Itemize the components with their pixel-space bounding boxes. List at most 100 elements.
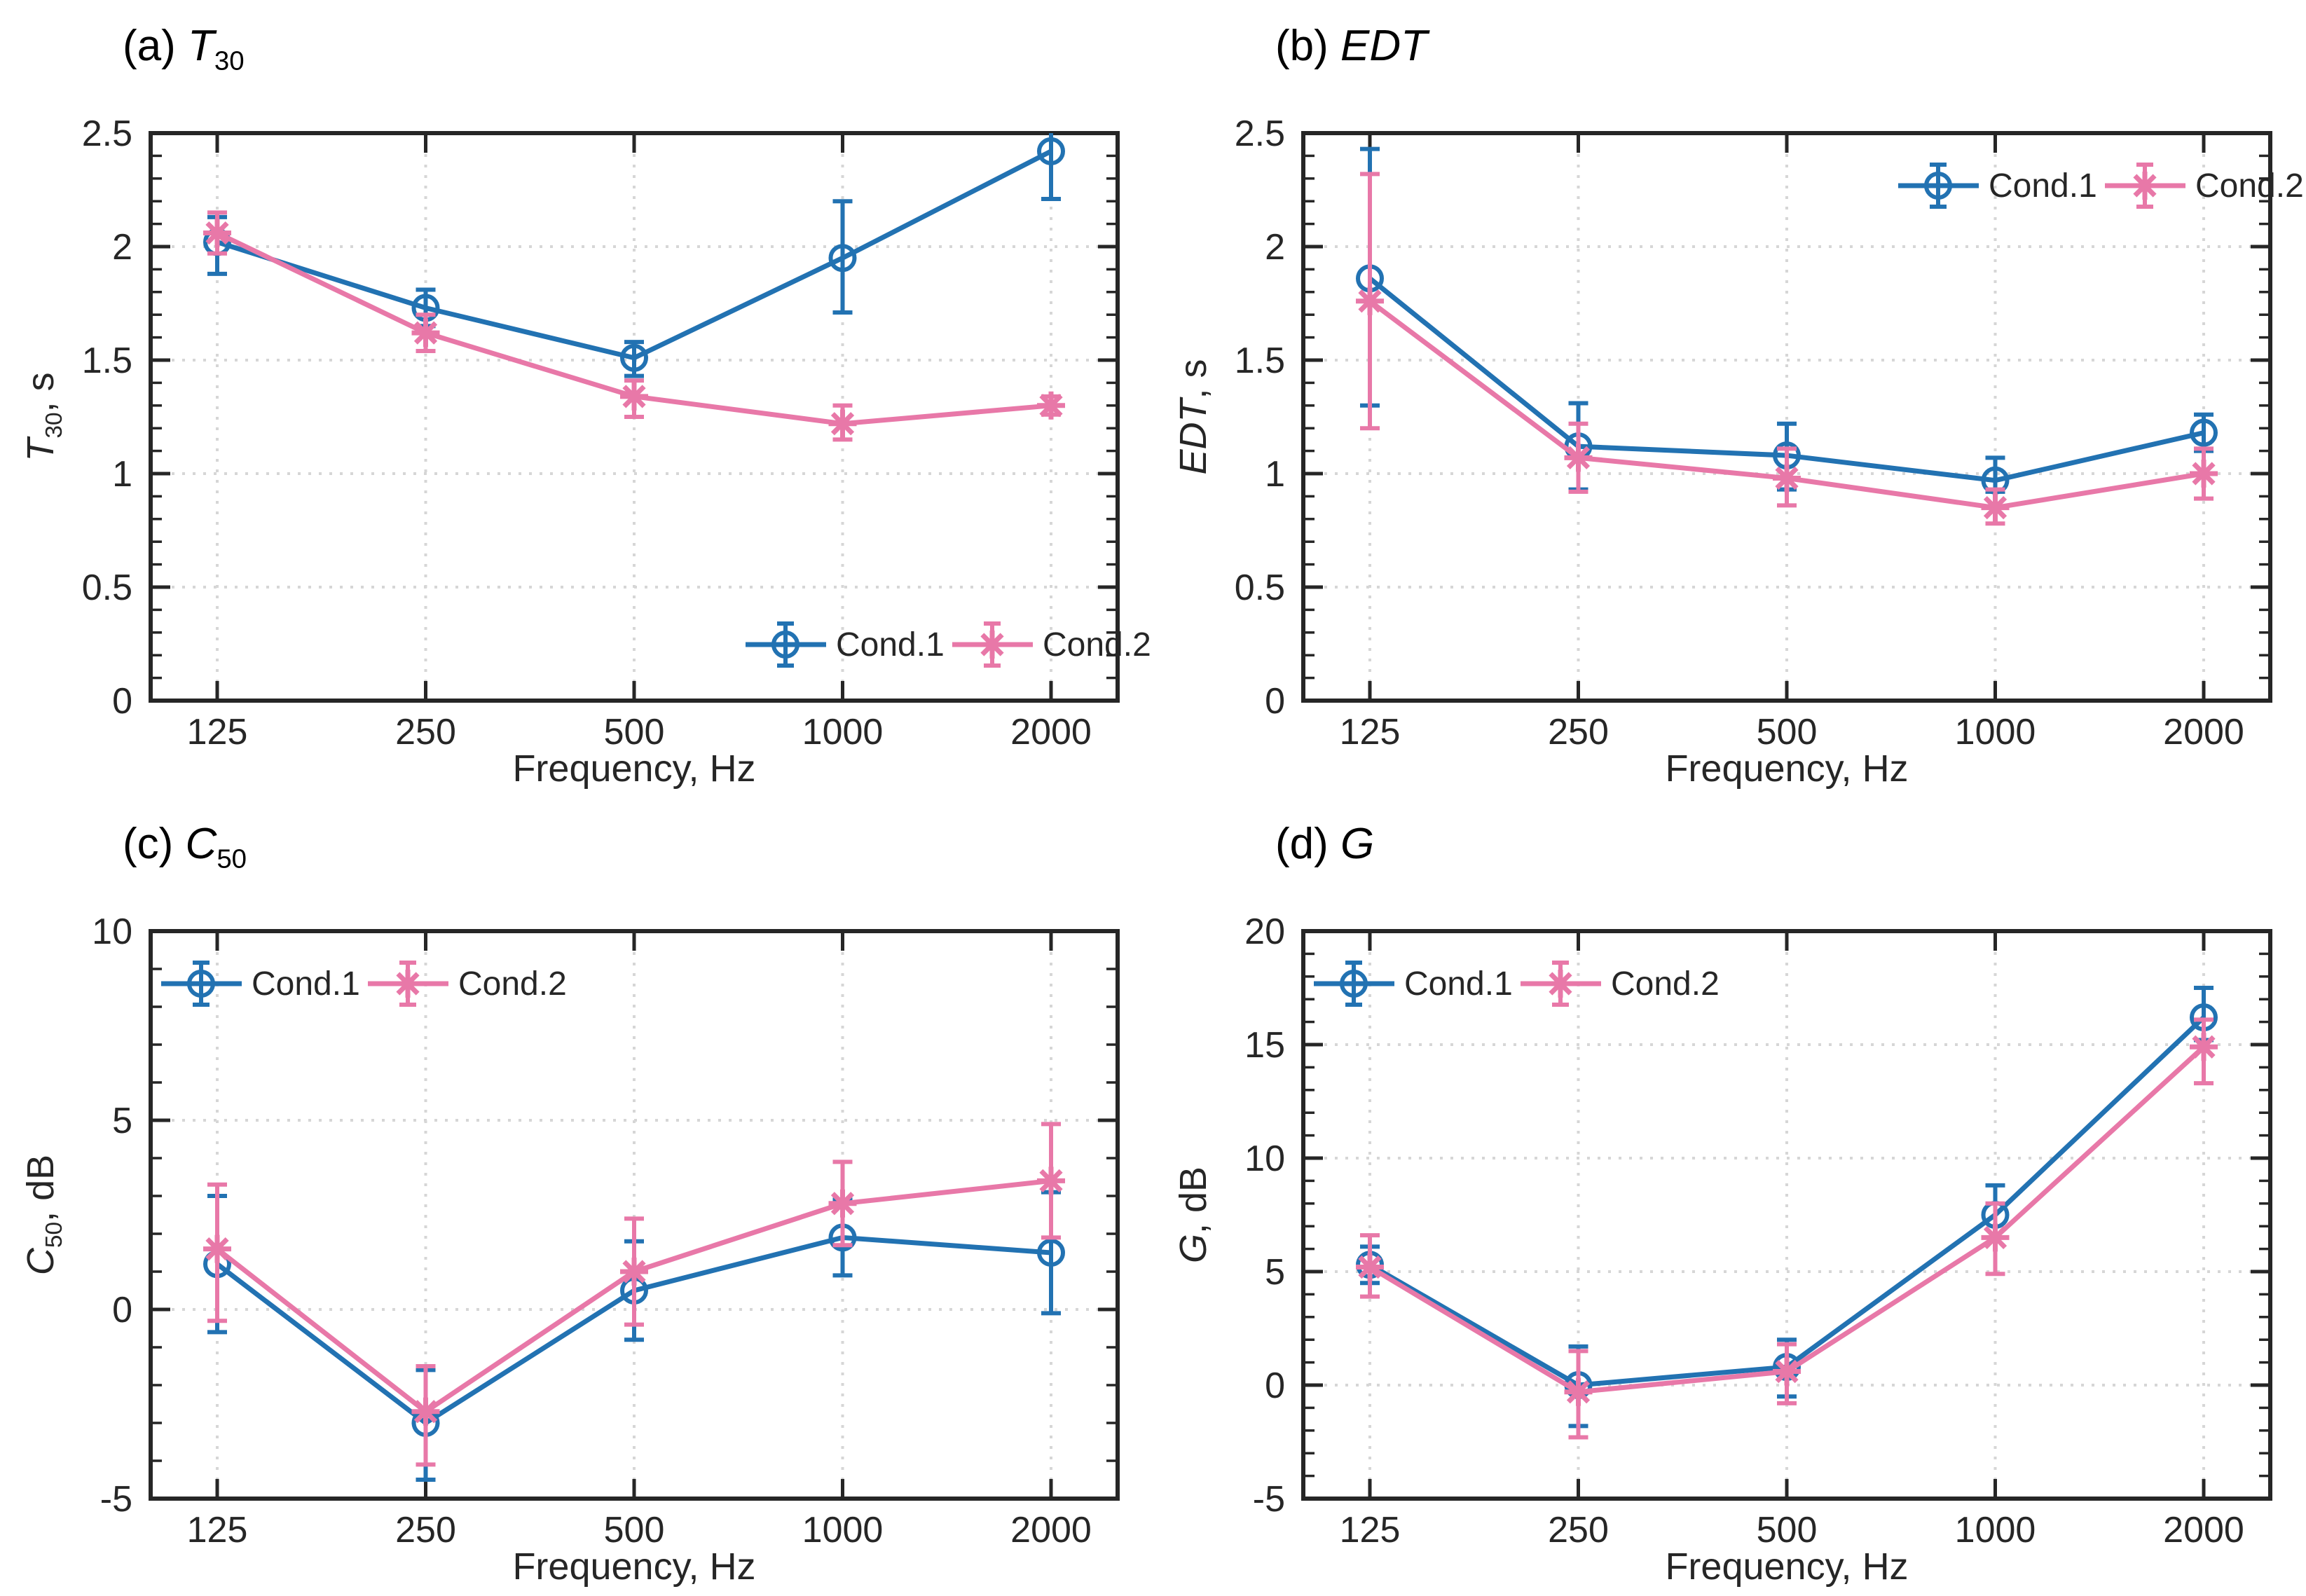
- asterisk-marker: [1037, 391, 1065, 420]
- tick-labels: -5 0 5 10 15 20 125 250 500 1000 2000: [1244, 911, 2244, 1550]
- circle-marker: [187, 970, 215, 998]
- circle-marker: [771, 631, 799, 659]
- y-tick-label: 10: [1244, 1138, 1285, 1179]
- y-tick-label: 15: [1244, 1025, 1285, 1066]
- panel-c: (c) C50 C50, dB -5 0 5 10 125 250 500 1000 2000 C…: [0, 798, 1153, 1596]
- y-tick-label: 2.5: [1235, 113, 1285, 154]
- y-tick-label: 0: [1265, 681, 1285, 722]
- title-prefix: (a): [123, 22, 188, 70]
- plot-area-d: -5 0 5 10 15 20 125 250 500 1000 2000 Cond.1 Cond.2: [1244, 911, 2272, 1550]
- x-tick-label: 125: [187, 712, 248, 752]
- x-tick-label: 2000: [1010, 1510, 1092, 1550]
- panel-a-title: (a) T30: [123, 18, 245, 89]
- legend-sample: [952, 621, 1033, 668]
- legend-sample: [1314, 961, 1394, 1007]
- asterisk-marker: [411, 1397, 440, 1426]
- asterisk-marker: [2190, 460, 2218, 488]
- y-axis-label-d: G, dB: [1172, 1166, 1214, 1264]
- series-cond1: [203, 133, 1065, 378]
- circle-marker: [828, 244, 857, 273]
- asterisk-marker: [620, 382, 648, 411]
- series-cond2: [1356, 1017, 2218, 1440]
- y-tick-label: 0: [1265, 1365, 1285, 1406]
- x-tick-label: 250: [1548, 712, 1609, 752]
- grid-lines: [1303, 931, 2270, 1499]
- asterisk-marker: [1546, 970, 1574, 998]
- circle-marker: [1924, 172, 1952, 200]
- y-tick-label: 2: [112, 227, 132, 268]
- legend-label: Cond.2: [2195, 167, 2304, 205]
- circle-marker: [620, 343, 648, 372]
- y-axis-label-b: EDT, s: [1172, 359, 1214, 475]
- legend-label: Cond.2: [1611, 965, 1720, 1003]
- title-prefix: (b): [1275, 22, 1340, 70]
- asterisk-marker: [1356, 287, 1384, 315]
- x-tick-label: 125: [1340, 1510, 1401, 1550]
- asterisk-marker: [1564, 1377, 1593, 1406]
- x-tick-label: 125: [1340, 712, 1401, 752]
- title-symbol: T: [188, 22, 214, 70]
- y-tick-label: 5: [1265, 1252, 1285, 1293]
- grid-lines: [1303, 133, 2270, 701]
- x-tick-label: 1000: [1955, 712, 2036, 752]
- x-tick-label: 1000: [802, 712, 884, 752]
- y-tick-label: 1: [1265, 454, 1285, 495]
- x-axis-label-d: Frequency, Hz: [1665, 1546, 1909, 1588]
- grid-lines: [151, 931, 1118, 1499]
- title-prefix: (d): [1275, 820, 1340, 868]
- legend: Cond.1 Cond.2: [746, 621, 1151, 668]
- y-axis-label-a: T30, s: [20, 372, 67, 462]
- title-symbol: EDT: [1340, 22, 1427, 70]
- x-tick-label: 2000: [1010, 712, 1092, 752]
- asterisk-marker: [1356, 1253, 1384, 1281]
- x-tick-label: 250: [395, 1510, 456, 1550]
- asterisk-marker: [620, 1258, 648, 1286]
- y-tick-label: 10: [92, 911, 132, 952]
- series-cond2: [1356, 172, 2218, 526]
- y-tick-label: -5: [1253, 1479, 1285, 1520]
- plot-frame: [149, 929, 1120, 1501]
- panel-d: (d) G G, dB -5 0 5 10 15 20 125 250 500 1000 2000 C…: [1153, 798, 2305, 1596]
- series-cond2: [203, 1122, 1065, 1467]
- x-axis-label-a: Frequency, Hz: [512, 748, 756, 790]
- legend-sample: [161, 961, 242, 1007]
- legend-label: Cond.1: [1404, 965, 1513, 1003]
- plot-area-c: -5 0 5 10 125 250 500 1000 2000 Cond.1 Cond.2: [92, 911, 1120, 1550]
- circle-marker: [1340, 970, 1368, 998]
- asterisk-marker: [828, 409, 857, 438]
- tick-labels: -5 0 5 10 125 250 500 1000 2000: [92, 911, 1092, 1550]
- legend: Cond.1 Cond.2: [161, 961, 567, 1007]
- circle-marker: [1037, 137, 1065, 165]
- series-cond2: [203, 210, 1065, 442]
- x-tick-label: 500: [604, 712, 665, 752]
- panel-b: (b) EDT EDT, s 0 0.5 1 1.5 2 2.5 125 250 500 1000…: [1153, 0, 2305, 798]
- x-tick-label: 250: [395, 712, 456, 752]
- plot-frame: [1301, 929, 2272, 1501]
- tick-labels: 0 0.5 1 1.5 2 2.5 125 250 500 1000 2000: [1235, 113, 2244, 752]
- y-tick-label: 5: [112, 1101, 132, 1141]
- y-axis-label-c: C50, dB: [20, 1154, 67, 1276]
- y-tick-label: 2.5: [82, 113, 132, 154]
- title-subscript: 30: [214, 46, 245, 76]
- x-tick-label: 125: [187, 1510, 248, 1550]
- legend-label: Cond.1: [1989, 167, 2097, 205]
- y-tick-label: 0: [112, 1290, 132, 1330]
- asterisk-marker: [1773, 464, 1801, 493]
- asterisk-marker: [1773, 1357, 1801, 1386]
- legend: Cond.1 Cond.2: [1314, 961, 1720, 1007]
- y-tick-label: 0: [112, 681, 132, 722]
- legend-label: Cond.2: [1043, 626, 1151, 663]
- panel-b-title: (b) EDT: [1275, 18, 1427, 89]
- circle-marker: [1037, 1239, 1065, 1267]
- y-tick-label: 1.5: [82, 340, 132, 381]
- legend-label: Cond.2: [458, 965, 567, 1003]
- legend-label: Cond.1: [836, 626, 945, 663]
- x-axis-label-b: Frequency, Hz: [1665, 748, 1909, 790]
- x-tick-label: 2000: [2163, 712, 2244, 752]
- asterisk-marker: [1981, 493, 2010, 522]
- panel-a: (a) T30 T30, s 0 0.5 1 1.5 2 2.5 125 250 500 1000…: [0, 0, 1153, 798]
- y-tick-label: 0.5: [1235, 567, 1285, 608]
- y-tick-label: 1.5: [1235, 340, 1285, 381]
